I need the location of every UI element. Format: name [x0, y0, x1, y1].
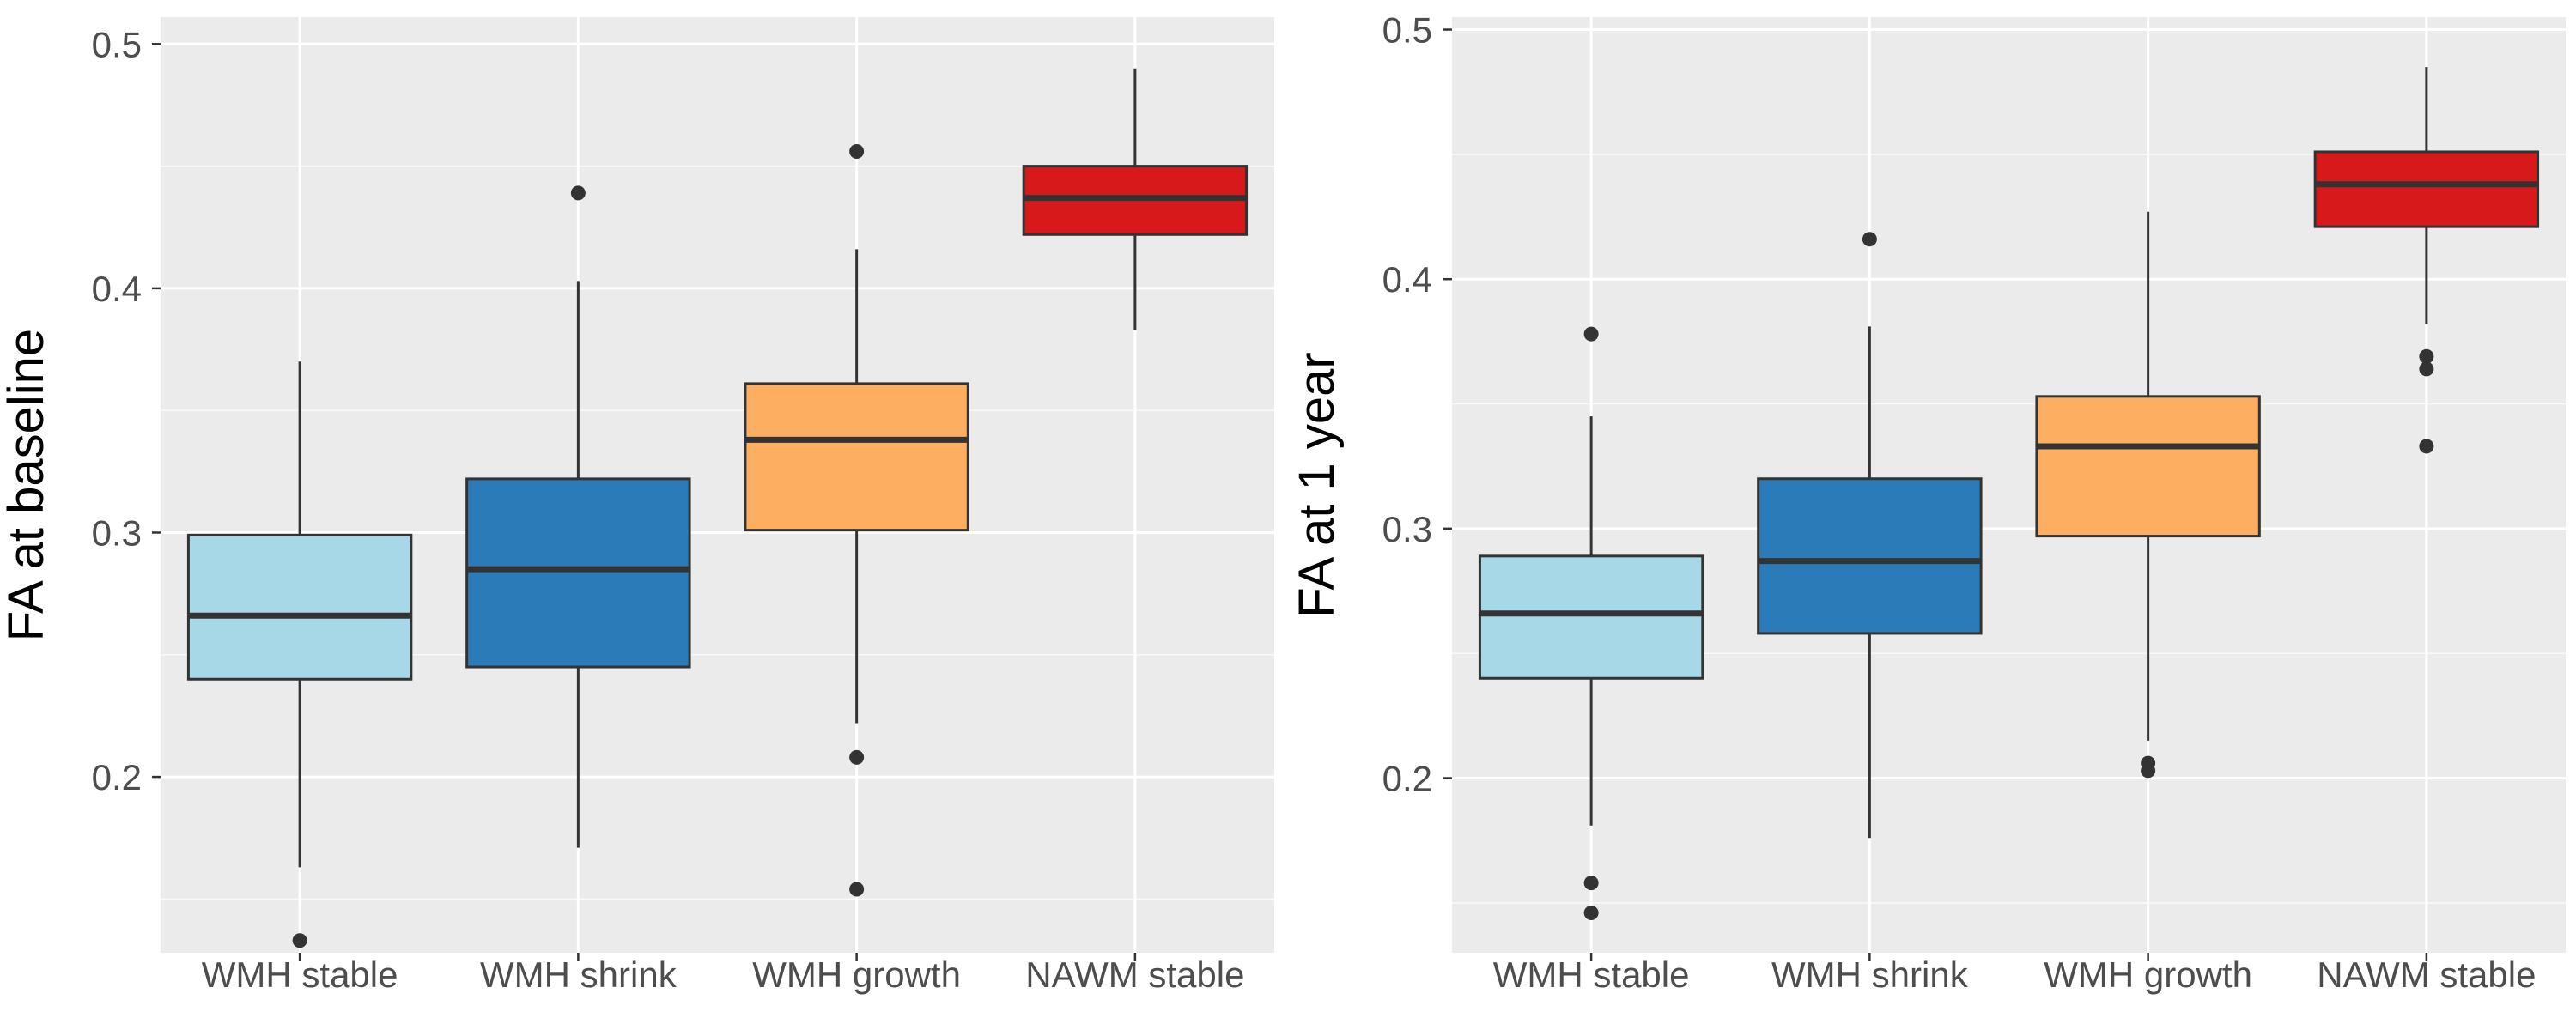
y-tick-label: 0.4: [92, 269, 142, 309]
x-tick-label: WMH shrink: [1771, 954, 1969, 995]
box-body: [744, 382, 969, 532]
x-tick-label: WMH stable: [202, 954, 398, 995]
outlier-point: [849, 144, 865, 160]
outlier-point: [2419, 361, 2434, 377]
box-nawm-stable: [1022, 68, 1249, 330]
panel-background: [161, 17, 1274, 953]
box-body: [2313, 150, 2540, 228]
box-wmh-stable: [1478, 326, 1704, 920]
box-wmh-stable: [186, 361, 413, 948]
x-tick-label: WMH stable: [1493, 954, 1690, 995]
x-tick-label: NAWM stable: [2317, 954, 2536, 995]
x-tick-label: NAWM stable: [1025, 954, 1244, 995]
outlier-point: [1583, 876, 1599, 891]
box-body: [1478, 554, 1704, 680]
box-body: [2035, 395, 2261, 538]
y-tick-label: 0.4: [1382, 259, 1432, 300]
x-tick-label: WMH growth: [752, 954, 961, 995]
outlier-point: [1583, 326, 1599, 342]
outlier-point: [2419, 348, 2434, 364]
outlier-point: [849, 749, 865, 765]
box-body: [1757, 477, 1983, 635]
y-axis-title: FA at baseline: [0, 329, 54, 641]
box-body: [186, 533, 413, 681]
chart-panel-1: 0.2 0.3 0.4 0.5 WMH stable WMH shrink WMH grow…: [0, 17, 1274, 995]
y-tick-label: 0.3: [92, 512, 142, 553]
chart-panel-2: 0.2 0.3 0.4 0.5 WMH stable WMH shrink WMH grow…: [1289, 10, 2566, 995]
y-tick-label: 0.3: [1382, 509, 1432, 549]
x-tick-label: WMH growth: [2044, 954, 2252, 995]
y-tick-label: 0.5: [92, 24, 142, 64]
y-tick-label: 0.5: [1382, 10, 1432, 51]
x-tick-label: WMH shrink: [480, 954, 677, 995]
y-tick-label: 0.2: [92, 757, 142, 797]
outlier-point: [2141, 763, 2156, 779]
box-body: [465, 477, 691, 669]
box-wmh-shrink: [465, 185, 691, 848]
outlier-point: [570, 185, 586, 201]
box-wmh-growth: [2035, 211, 2261, 779]
outlier-point: [292, 933, 307, 948]
outlier-point: [1862, 232, 1877, 247]
box-wmh-shrink: [1757, 232, 1983, 839]
y-tick-label: 0.2: [1382, 759, 1432, 799]
box-wmh-growth: [744, 144, 969, 897]
y-axis-title: FA at 1 year: [1289, 352, 1345, 618]
box-nawm-stable: [2313, 67, 2540, 454]
outlier-point: [1583, 905, 1599, 920]
outlier-point: [849, 882, 865, 897]
outlier-point: [2419, 439, 2434, 454]
